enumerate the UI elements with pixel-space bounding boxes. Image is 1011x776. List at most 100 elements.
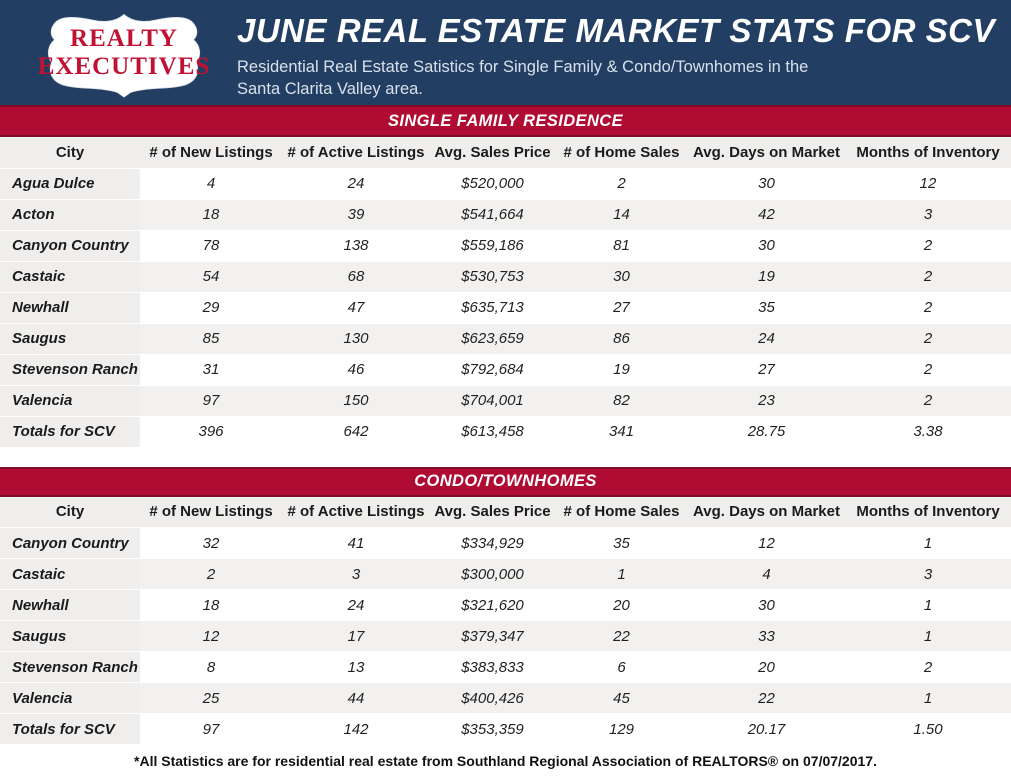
value-cell: 85 xyxy=(140,323,282,355)
value-cell: 30 xyxy=(688,589,845,621)
value-cell: 22 xyxy=(555,620,688,652)
shield-icon xyxy=(47,13,201,98)
value-cell: 1 xyxy=(555,558,688,590)
city-cell: Canyon Country xyxy=(0,527,140,559)
totals-row: Totals for SCV 97 142 $353,359 129 20.17 1.50 xyxy=(0,713,1011,745)
value-cell: 1 xyxy=(845,589,1011,621)
value-cell: 22 xyxy=(688,682,845,714)
value-cell: 150 xyxy=(282,385,430,417)
value-cell: 2 xyxy=(845,230,1011,262)
value-cell: 33 xyxy=(688,620,845,652)
column-header-row: City # of New Listings # of Active Listing… xyxy=(0,137,1011,169)
table-row: Canyon Country 78 138 $559,186 81 30 2 xyxy=(0,230,1011,262)
column-header: # of Home Sales xyxy=(555,496,688,528)
table-row: Acton 18 39 $541,664 14 42 3 xyxy=(0,199,1011,231)
value-cell: 45 xyxy=(555,682,688,714)
table-row: Agua Dulce 4 24 $520,000 2 30 12 xyxy=(0,168,1011,200)
single-family-section: SINGLE FAMILY RESIDENCE City # of New Lis… xyxy=(0,105,1011,448)
header-titles: JUNE REAL ESTATE MARKET STATS FOR SCV Re… xyxy=(237,12,1001,101)
city-cell: Castaic xyxy=(0,261,140,293)
table-row: Saugus 85 130 $623,659 86 24 2 xyxy=(0,323,1011,355)
value-cell: 24 xyxy=(282,168,430,200)
column-header-row: City # of New Listings # of Active Listing… xyxy=(0,496,1011,528)
city-cell: Saugus xyxy=(0,323,140,355)
value-cell: 35 xyxy=(688,292,845,324)
column-header: # of Active Listings xyxy=(282,137,430,169)
subtitle-line2: Santa Clarita Valley area. xyxy=(237,79,423,98)
value-cell: 24 xyxy=(282,589,430,621)
value-cell: $379,347 xyxy=(430,620,555,652)
value-cell: 27 xyxy=(555,292,688,324)
value-cell: 20.17 xyxy=(688,713,845,745)
value-cell: 19 xyxy=(688,261,845,293)
value-cell: 1 xyxy=(845,620,1011,652)
value-cell: 12 xyxy=(845,168,1011,200)
value-cell: 82 xyxy=(555,385,688,417)
page-subtitle: Residential Real Estate Satistics for Si… xyxy=(237,57,1001,101)
value-cell: 130 xyxy=(282,323,430,355)
city-cell: Newhall xyxy=(0,589,140,621)
value-cell: 396 xyxy=(140,416,282,448)
value-cell: 3 xyxy=(845,199,1011,231)
condo-townhomes-table: City # of New Listings # of Active Listing… xyxy=(0,496,1011,745)
realty-executives-logo: REALTY EXECUTIVES xyxy=(20,6,228,100)
value-cell: 2 xyxy=(845,651,1011,683)
value-cell: 4 xyxy=(688,558,845,590)
value-cell: 6 xyxy=(555,651,688,683)
totals-row: Totals for SCV 396 642 $613,458 341 28.75 3.38 xyxy=(0,416,1011,448)
value-cell: 2 xyxy=(845,385,1011,417)
value-cell: 97 xyxy=(140,713,282,745)
logo-line2: EXECUTIVES xyxy=(37,53,211,80)
column-header: City xyxy=(0,137,140,169)
table-row: Newhall 29 47 $635,713 27 35 2 xyxy=(0,292,1011,324)
value-cell: 30 xyxy=(688,230,845,262)
value-cell: 12 xyxy=(140,620,282,652)
section-band-condo: CONDO/TOWNHOMES xyxy=(0,466,1011,497)
column-header: # of Active Listings xyxy=(282,496,430,528)
column-header: # of New Listings xyxy=(140,496,282,528)
value-cell: 24 xyxy=(688,323,845,355)
city-cell: Totals for SCV xyxy=(0,713,140,745)
column-header: Avg. Days on Market xyxy=(688,137,845,169)
value-cell: 8 xyxy=(140,651,282,683)
column-header: Months of Inventory xyxy=(845,496,1011,528)
value-cell: $530,753 xyxy=(430,261,555,293)
header-banner: REALTY EXECUTIVES JUNE REAL ESTATE MARKE… xyxy=(0,0,1011,105)
value-cell: 1.50 xyxy=(845,713,1011,745)
value-cell: 86 xyxy=(555,323,688,355)
value-cell: $520,000 xyxy=(430,168,555,200)
value-cell: 14 xyxy=(555,199,688,231)
value-cell: $559,186 xyxy=(430,230,555,262)
table-row: Saugus 12 17 $379,347 22 33 1 xyxy=(0,620,1011,652)
value-cell: 78 xyxy=(140,230,282,262)
value-cell: 30 xyxy=(688,168,845,200)
column-header: # of Home Sales xyxy=(555,137,688,169)
table-row: Newhall 18 24 $321,620 20 30 1 xyxy=(0,589,1011,621)
logo-line1: REALTY xyxy=(70,25,178,52)
value-cell: 35 xyxy=(555,527,688,559)
logo-wordmark: REALTY EXECUTIVES xyxy=(20,26,228,79)
value-cell: $353,359 xyxy=(430,713,555,745)
city-cell: Agua Dulce xyxy=(0,168,140,200)
value-cell: $334,929 xyxy=(430,527,555,559)
table-row: Canyon Country 32 41 $334,929 35 12 1 xyxy=(0,527,1011,559)
city-cell: Valencia xyxy=(0,385,140,417)
value-cell: $704,001 xyxy=(430,385,555,417)
value-cell: 46 xyxy=(282,354,430,386)
value-cell: $300,000 xyxy=(430,558,555,590)
value-cell: 31 xyxy=(140,354,282,386)
city-cell: Acton xyxy=(0,199,140,231)
value-cell: 27 xyxy=(688,354,845,386)
value-cell: 2 xyxy=(845,292,1011,324)
value-cell: $400,426 xyxy=(430,682,555,714)
value-cell: 1 xyxy=(845,527,1011,559)
column-header: City xyxy=(0,496,140,528)
value-cell: 341 xyxy=(555,416,688,448)
value-cell: 138 xyxy=(282,230,430,262)
city-cell: Totals for SCV xyxy=(0,416,140,448)
footnote: *All Statistics are for residential real… xyxy=(0,745,1011,776)
value-cell: 2 xyxy=(140,558,282,590)
value-cell: 17 xyxy=(282,620,430,652)
table-row: Stevenson Ranch 8 13 $383,833 6 20 2 xyxy=(0,651,1011,683)
